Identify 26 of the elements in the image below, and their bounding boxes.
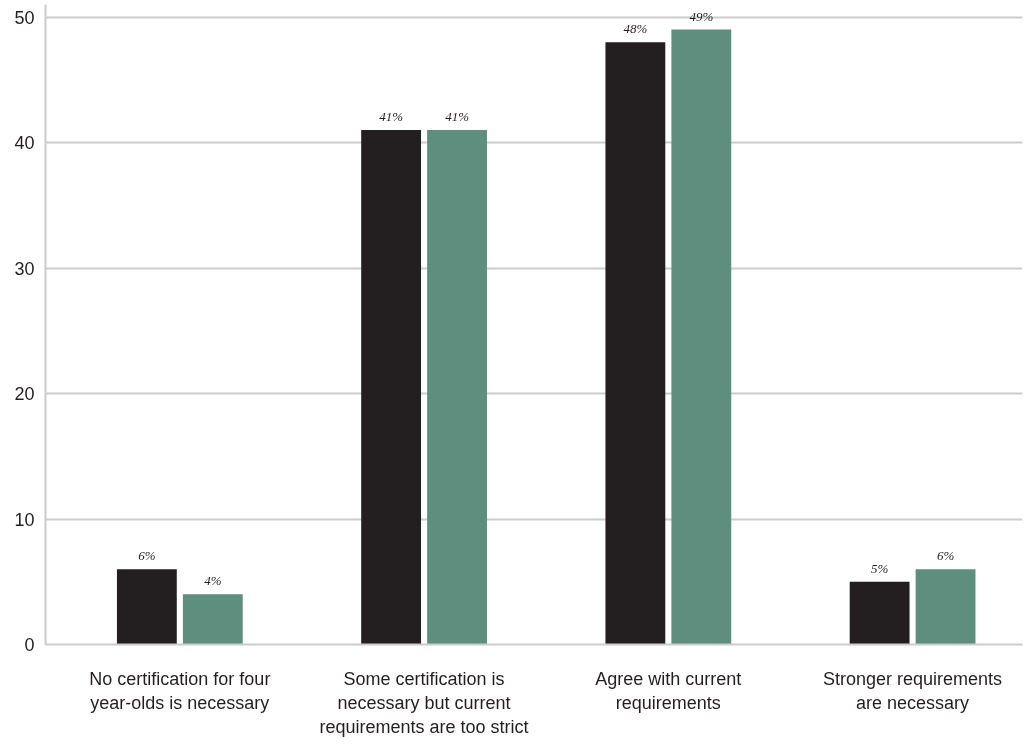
data-label: 41% [445,108,470,124]
data-label: 6% [138,548,156,564]
data-label: 41% [379,108,404,124]
bar [116,569,177,645]
x-tick-label: Stronger requirements are necessary [823,668,1003,713]
x-tick-label: Agree with current requirements [595,668,742,713]
bar [849,581,910,645]
data-label: 49% [689,8,714,24]
y-tick-label: 30 [14,258,35,279]
bar [915,569,976,645]
bar [671,29,732,645]
bar [427,129,487,645]
bar [182,594,243,645]
data-label: 48% [623,21,648,37]
x-tick-label: Some certification is necessary but current requirements are too strict [319,668,529,737]
y-tick-label: 0 [24,635,35,655]
data-label: 4% [204,573,222,589]
y-tick-label: 10 [14,509,35,530]
y-tick-label: 20 [14,384,35,405]
data-label: 6% [936,548,955,564]
data-label: 5% [870,560,889,576]
x-tick-label: No certification for four year-olds is necessary [89,668,271,713]
y-tick-label: 40 [14,133,35,154]
bar [361,129,422,645]
y-tick-label: 50 [14,7,35,28]
bar [605,42,666,645]
